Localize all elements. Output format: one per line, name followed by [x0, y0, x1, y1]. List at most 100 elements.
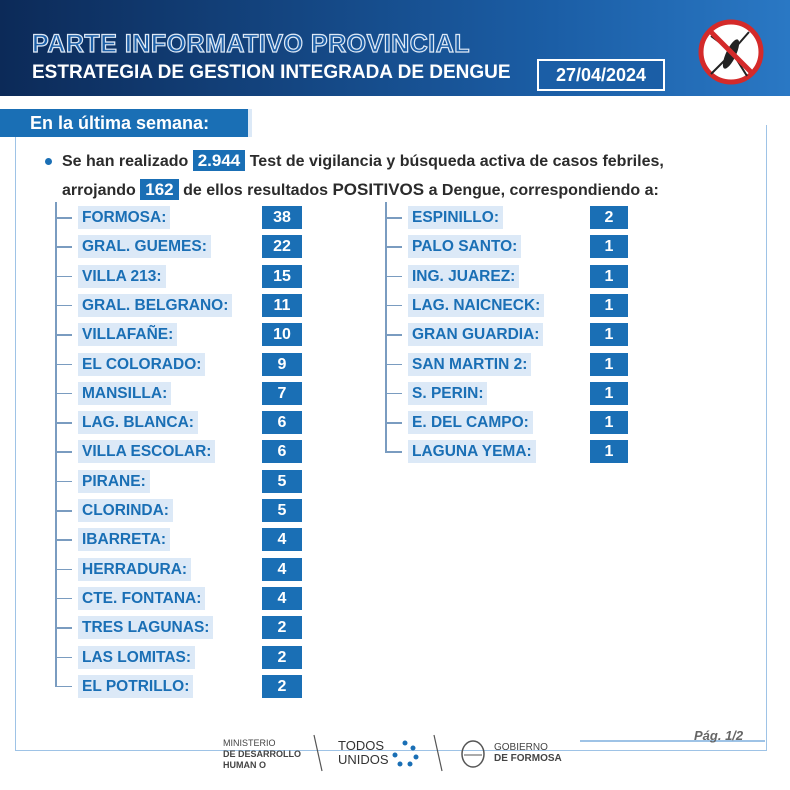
- place-label: HERRADURA:: [78, 557, 192, 581]
- case-count: 6: [262, 411, 302, 435]
- tree-branch: [55, 304, 72, 307]
- section-tab: En la última semana:: [0, 109, 252, 137]
- case-count: 4: [262, 528, 302, 552]
- place-label: SAN MARTIN 2:: [408, 352, 532, 376]
- tree-branch: [55, 392, 72, 395]
- case-count: 6: [262, 440, 302, 464]
- place-label: ESPINILLO:: [408, 206, 503, 229]
- tree-branch: [55, 363, 72, 365]
- place-label: MANSILLA:: [78, 381, 172, 405]
- case-count: 4: [262, 557, 302, 581]
- place-label: IBARRETA:: [78, 528, 171, 552]
- place-label: EL POTRILLO:: [78, 674, 194, 698]
- place-label: CTE. FONTANA:: [78, 586, 206, 610]
- tree-branch: [55, 568, 72, 571]
- tree-branch: [385, 304, 402, 307]
- place-label: ING. JUAREZ:: [408, 264, 520, 288]
- summary-line: arrojando 162 de ellos resultados POSITI…: [62, 179, 659, 200]
- date: 27/04/2024: [537, 59, 665, 91]
- place-label: LAG. NAICNECK:: [408, 293, 545, 317]
- slogan: TODOS UNIDOS: [338, 739, 389, 767]
- case-count: 2: [590, 206, 628, 229]
- ministry: MINISTERIO DE DESARROLLO HUMAN O: [223, 738, 301, 771]
- tree-branch: [55, 334, 72, 336]
- case-count: 1: [590, 352, 628, 376]
- bullet: [45, 158, 52, 165]
- text: GOBIERNO: [494, 742, 548, 753]
- tree-branch: [385, 422, 402, 424]
- text: Test de vigilancia y búsqueda activa de …: [249, 153, 664, 170]
- case-count: 15: [262, 264, 302, 288]
- text: TODOS: [338, 738, 384, 753]
- case-count: 1: [590, 381, 628, 405]
- text: Se han realizado: [62, 153, 189, 170]
- page-number: Pág. 1/2: [694, 728, 744, 743]
- tree-line: [385, 202, 387, 453]
- emphasis: POSITIVOS: [332, 180, 425, 199]
- case-count: 2: [262, 674, 302, 698]
- case-count: 5: [262, 499, 302, 522]
- case-count: 5: [262, 469, 302, 493]
- tree-branch: [55, 597, 72, 600]
- text: HUMAN O: [223, 760, 266, 770]
- tree-branch: [55, 627, 72, 629]
- case-count: 1: [590, 293, 628, 317]
- text: DE FORMOSA: [494, 753, 562, 764]
- tree-branch: [55, 656, 72, 658]
- tree-branch: [385, 275, 402, 278]
- tree-branch: [55, 539, 72, 541]
- tree-branch: [55, 422, 72, 424]
- case-count: 7: [262, 381, 302, 405]
- case-count: 38: [262, 206, 302, 229]
- tree-branch: [385, 246, 402, 248]
- case-count: 2: [262, 645, 302, 669]
- title: PARTE INFORMATIVO PROVINCIAL: [31, 29, 471, 58]
- mosquito-icon: [698, 19, 764, 85]
- place-label: VILLA 213:: [78, 264, 166, 288]
- case-count: 4: [262, 586, 302, 610]
- tree-branch: [385, 392, 402, 395]
- case-count: 1: [590, 264, 628, 288]
- tree-line: [55, 202, 57, 687]
- place-label: GRAL. GUEMES:: [78, 235, 211, 259]
- tree-branch: [55, 510, 72, 512]
- text: a Dengue, correspondiendo a:: [428, 182, 659, 199]
- case-count: 1: [590, 411, 628, 435]
- text: DE DESARROLLO: [223, 749, 302, 759]
- case-count: 1: [590, 440, 628, 464]
- place-label: LAS LOMITAS:: [78, 645, 196, 669]
- text: arrojando: [62, 182, 136, 199]
- tree-branch: [55, 275, 72, 278]
- case-count: 9: [262, 352, 302, 376]
- text: MINISTERIO: [223, 738, 276, 748]
- place-label: E. DEL CAMPO:: [408, 411, 533, 435]
- tree-branch: [55, 217, 72, 219]
- place-label: GRAN GUARDIA:: [408, 323, 544, 347]
- tests-count: 2.944: [192, 150, 246, 171]
- text: de ellos resultados: [183, 182, 329, 199]
- place-label: VILLAFAÑE:: [78, 323, 178, 347]
- tree-branch: [55, 451, 72, 453]
- place-label: LAGUNA YEMA:: [408, 440, 536, 464]
- case-count: 10: [262, 323, 302, 347]
- positives-count: 162: [140, 179, 179, 200]
- text: UNIDOS: [338, 752, 389, 767]
- place-label: EL COLORADO:: [78, 352, 206, 376]
- tree-branch: [55, 246, 72, 248]
- case-count: 22: [262, 235, 302, 259]
- case-count: 11: [262, 293, 302, 317]
- place-label: FORMOSA:: [78, 206, 171, 229]
- place-label: LAG. BLANCA:: [78, 411, 198, 435]
- tree-branch: [55, 685, 72, 688]
- tree-branch: [385, 363, 402, 365]
- case-count: 1: [590, 235, 628, 259]
- content-box: [15, 125, 767, 751]
- place-label: CLORINDA:: [78, 499, 173, 522]
- subtitle: ESTRATEGIA DE GESTION INTEGRADA DE DENGU…: [32, 62, 511, 83]
- tree-branch: [55, 480, 72, 483]
- gov-shield: [461, 740, 485, 768]
- place-label: PIRANE:: [78, 469, 150, 493]
- footer-line: [580, 740, 765, 742]
- place-label: VILLA ESCOLAR:: [78, 440, 216, 464]
